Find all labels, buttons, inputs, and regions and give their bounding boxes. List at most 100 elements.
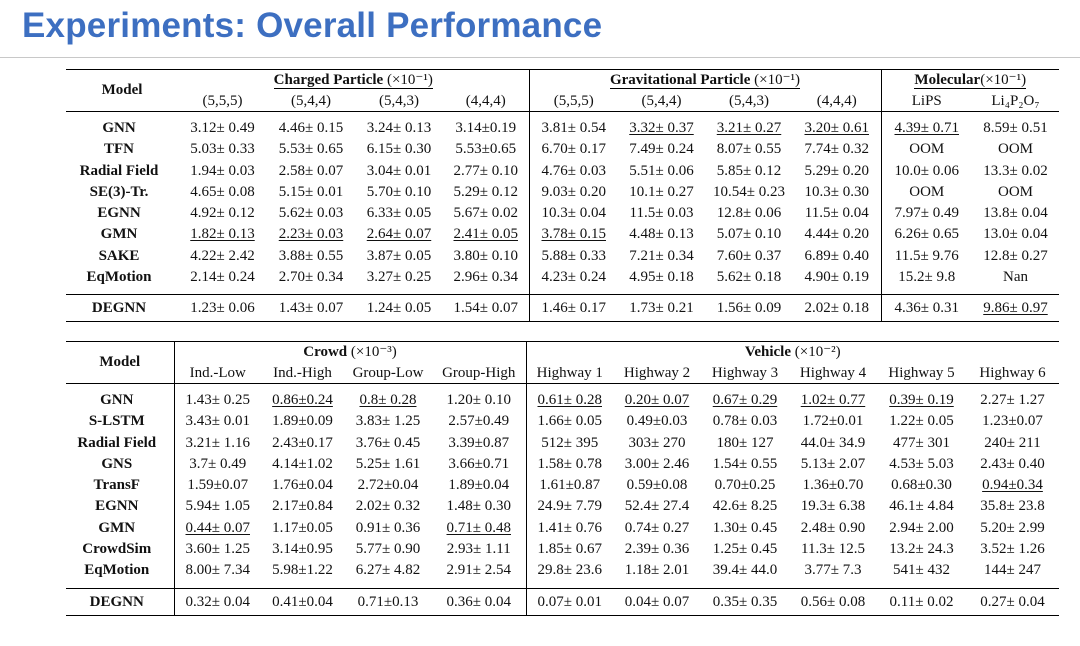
metric-cell: 2.93± 1.11 [446, 541, 511, 558]
metric-cell: 1.23± 0.06 [178, 294, 267, 323]
metric-cell: 1.73± 0.21 [618, 294, 705, 323]
metric-cell: 4.39± 0.71 [880, 118, 972, 140]
metric-cell: 0.91± 0.36 [355, 519, 421, 536]
column-header: (5,4,4) [291, 93, 331, 109]
column-header: Highway 4 [799, 365, 867, 381]
metric-cell: 0.61± 0.28 [525, 390, 613, 412]
metric-cell: 2.48± 0.90 [800, 519, 866, 536]
metric-cell: 11.3± 12.5 [801, 541, 865, 558]
table-row: S-LSTM 3.43± 0.01 1.89±0.09 3.83± 1.25 2.57±… [66, 411, 1059, 433]
metric-cell: 3.60± 1.25 [173, 539, 261, 561]
metric-cell: 0.78± 0.03 [712, 413, 778, 430]
model-name: Radial Field [79, 162, 159, 179]
metric-cell: 4.48± 0.13 [629, 226, 694, 243]
metric-cell: Nan [1003, 269, 1028, 286]
metric-cell: 3.77± 7.3 [804, 562, 862, 579]
metric-cell: 0.71±0.13 [344, 588, 432, 616]
metric-cell: 5.29± 0.12 [453, 183, 518, 200]
metric-cell: 5.07± 0.10 [716, 226, 782, 243]
metric-cell: 2.57±0.49 [448, 413, 510, 430]
metric-cell: 7.74± 0.32 [804, 141, 869, 158]
metric-cell: 2.96± 0.34 [453, 269, 518, 286]
subheader-row: (5,5,5) (5,4,4) (5,4,3) (4,4,4) (5,5,5) (5,4,… [66, 91, 1059, 112]
table-row: GMN 1.82± 0.13 2.23± 0.03 2.64± 0.07 2.41± 0… [66, 224, 1059, 246]
group-header-molecular: Molecular(×10⁻¹) [880, 69, 1059, 91]
metric-cell: 5.98±1.22 [272, 562, 333, 579]
metric-cell: 5.25± 1.61 [355, 455, 421, 472]
metric-cell: 6.26± 0.65 [880, 224, 972, 246]
model-name: Radial Field [77, 434, 157, 451]
table-row: EGNN 5.94± 1.05 2.17±0.84 2.02± 0.32 1.48± 0… [66, 496, 1059, 518]
metric-cell: 0.56± 0.08 [789, 588, 877, 616]
metric-cell: 0.32± 0.04 [173, 588, 261, 616]
metric-cell: 1.94± 0.03 [190, 162, 255, 179]
metric-cell: 5.88± 0.33 [528, 245, 618, 268]
header-rule [66, 111, 1059, 118]
metric-cell: 180± 127 [716, 434, 774, 451]
metric-cell: 44.0± 34.9 [800, 434, 866, 451]
metric-cell: 4.92± 0.12 [190, 205, 255, 222]
metric-cell: 4.36± 0.31 [880, 294, 972, 323]
metric-cell: 2.58± 0.07 [278, 162, 344, 179]
metric-cell: 4.44± 0.20 [804, 226, 869, 243]
table-row: CrowdSim 3.60± 1.25 3.14±0.95 5.77± 0.90 2.9… [66, 539, 1059, 561]
metric-cell: 3.78± 0.15 [528, 224, 618, 246]
metric-cell: 1.20± 0.10 [446, 392, 511, 408]
group-header-vehicle: Vehicle (×10⁻²) [525, 341, 1059, 363]
column-header: Highway 3 [711, 365, 779, 381]
model-name: DEGNN [66, 588, 174, 616]
metric-cell: 2.72±0.04 [357, 477, 419, 494]
metric-cell: 5.85± 0.12 [716, 162, 782, 179]
metric-cell: 4.95± 0.18 [629, 269, 694, 286]
metric-cell: 6.27± 4.82 [355, 562, 421, 579]
metric-cell: 5.77± 0.90 [355, 541, 421, 558]
model-name: GNS [101, 455, 133, 472]
metric-cell: 3.81± 0.54 [528, 118, 618, 140]
metric-cell: 0.04± 0.07 [613, 588, 701, 616]
metric-cell: 2.43± 0.40 [980, 455, 1045, 472]
metric-cell: 5.70± 0.10 [366, 183, 432, 200]
metric-cell: 4.14±1.02 [272, 455, 333, 472]
metric-cell: 3.39±0.87 [448, 434, 510, 451]
column-header: (5,4,3) [379, 93, 419, 109]
metric-cell: 1.18± 2.01 [624, 562, 690, 579]
metric-cell: 3.12± 0.49 [190, 120, 255, 136]
results-table-trajectory: Model Crowd (×10⁻³) Vehicle (×10⁻²) Ind.… [66, 341, 1059, 616]
column-header: (4,4,4) [465, 93, 506, 109]
separator [66, 288, 1059, 296]
table-row: Radial Field 3.21± 1.16 2.43±0.17 3.76± 0.4… [66, 432, 1059, 454]
metric-cell: 3.87± 0.05 [366, 247, 432, 264]
metric-cell: 3.7± 0.49 [173, 453, 261, 476]
metric-cell: 1.85± 0.67 [525, 539, 613, 561]
metric-cell: 9.03± 0.20 [528, 181, 618, 204]
model-name: CrowdSim [82, 541, 152, 558]
metric-cell: 0.35± 0.35 [701, 588, 789, 616]
model-name: GMN [98, 519, 136, 536]
metric-cell: 10.3± 0.30 [804, 183, 869, 200]
model-name: TransF [93, 477, 140, 494]
model-name: GNN [102, 120, 136, 136]
column-header: Ind.-Low [173, 363, 261, 384]
metric-cell: 1.46± 0.17 [528, 294, 618, 323]
metric-cell: 303± 270 [628, 434, 686, 451]
column-header: (4,4,4) [816, 93, 857, 109]
table-row: EGNN 4.92± 0.12 5.62± 0.03 6.33± 0.05 5.67± … [66, 203, 1059, 225]
metric-cell: 2.41± 0.05 [453, 226, 518, 243]
metric-cell: 10.0± 0.06 [880, 160, 972, 182]
metric-cell: 13.2± 24.3 [889, 541, 954, 558]
metric-cell: OOM [997, 141, 1033, 158]
metric-cell: 1.43± 0.25 [173, 390, 261, 412]
metric-cell: 8.59± 0.51 [983, 120, 1048, 136]
column-header: Group-High [442, 365, 516, 381]
metric-cell: 2.94± 2.00 [889, 519, 954, 536]
model-name: EGNN [95, 498, 139, 515]
metric-cell: 4.53± 5.03 [889, 455, 954, 472]
metric-cell: OOM [997, 183, 1033, 200]
column-header: Ind.-High [273, 365, 332, 381]
metric-cell: 42.6± 8.25 [712, 498, 778, 515]
metric-cell: 9.86± 0.97 [972, 294, 1059, 323]
metric-cell: 0.74± 0.27 [624, 519, 690, 536]
table-row: GMN 0.44± 0.07 1.17±0.05 0.91± 0.36 0.71± 0.… [66, 517, 1059, 540]
table-row: GNN 3.12± 0.49 4.46± 0.15 3.24± 0.13 3.14±0.… [66, 118, 1059, 140]
model-name: GNN [100, 392, 134, 408]
